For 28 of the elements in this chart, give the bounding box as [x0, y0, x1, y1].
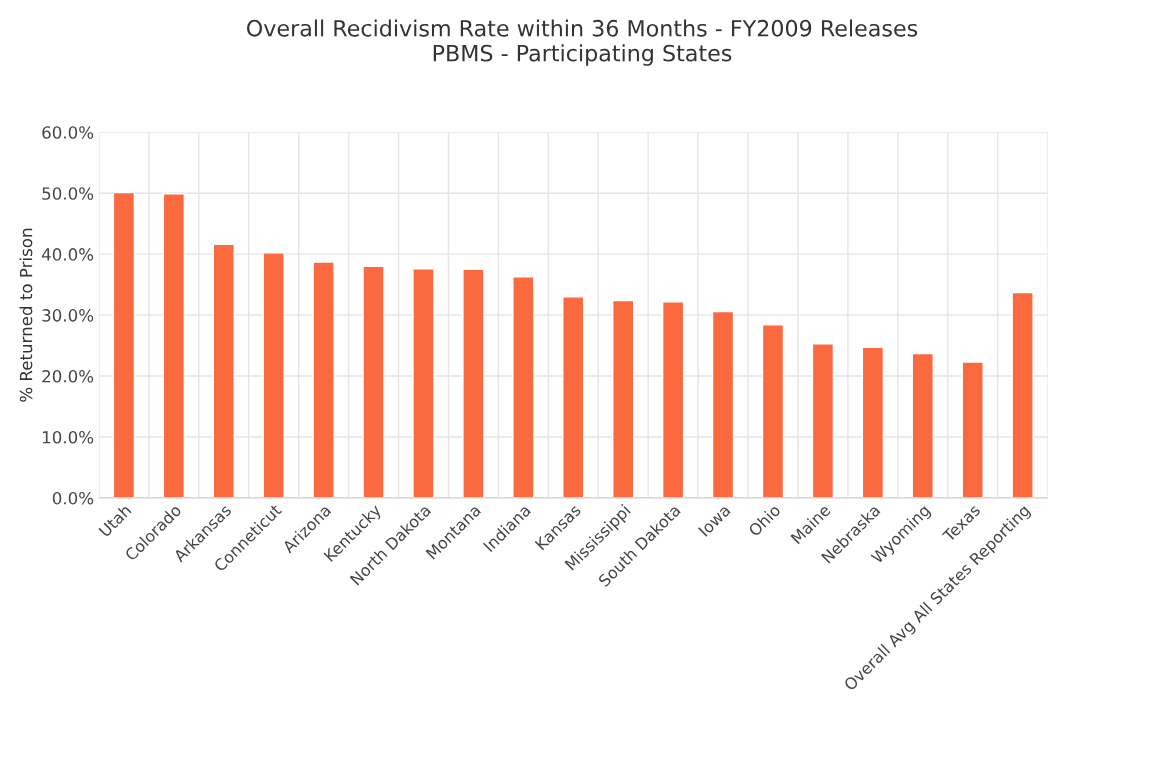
y-tick-label: 10.0% — [42, 430, 94, 444]
y-tick-label: 30.0% — [42, 309, 94, 322]
bar — [1011, 291, 1034, 498]
bar — [562, 296, 585, 498]
bar — [462, 268, 485, 498]
bar — [262, 252, 285, 498]
chart-title: Overall Recidivism Rate within 36 Months - FY2009 Releases PBMS - Participating States — [247, 19, 918, 66]
bar — [212, 243, 235, 498]
y-tick-label: 60.0% — [42, 126, 94, 139]
bar — [412, 268, 435, 498]
y-axis-title: % Returned to Prison — [19, 228, 33, 402]
bar — [162, 193, 186, 498]
bar — [861, 346, 885, 498]
bar — [761, 324, 785, 498]
bar — [961, 361, 984, 498]
bar — [362, 265, 385, 498]
bar — [612, 299, 635, 498]
bar — [312, 261, 335, 498]
y-tick-label: 0.0% — [52, 491, 94, 505]
bar — [911, 352, 934, 498]
y-tick-label: 40.0% — [41, 248, 94, 261]
bar — [711, 310, 735, 498]
y-tick-label: 50.0% — [42, 187, 94, 200]
bar — [512, 276, 535, 498]
bar — [661, 300, 685, 498]
bar — [811, 343, 835, 498]
y-tick-label: 20.0% — [42, 370, 94, 383]
bar — [112, 191, 136, 498]
